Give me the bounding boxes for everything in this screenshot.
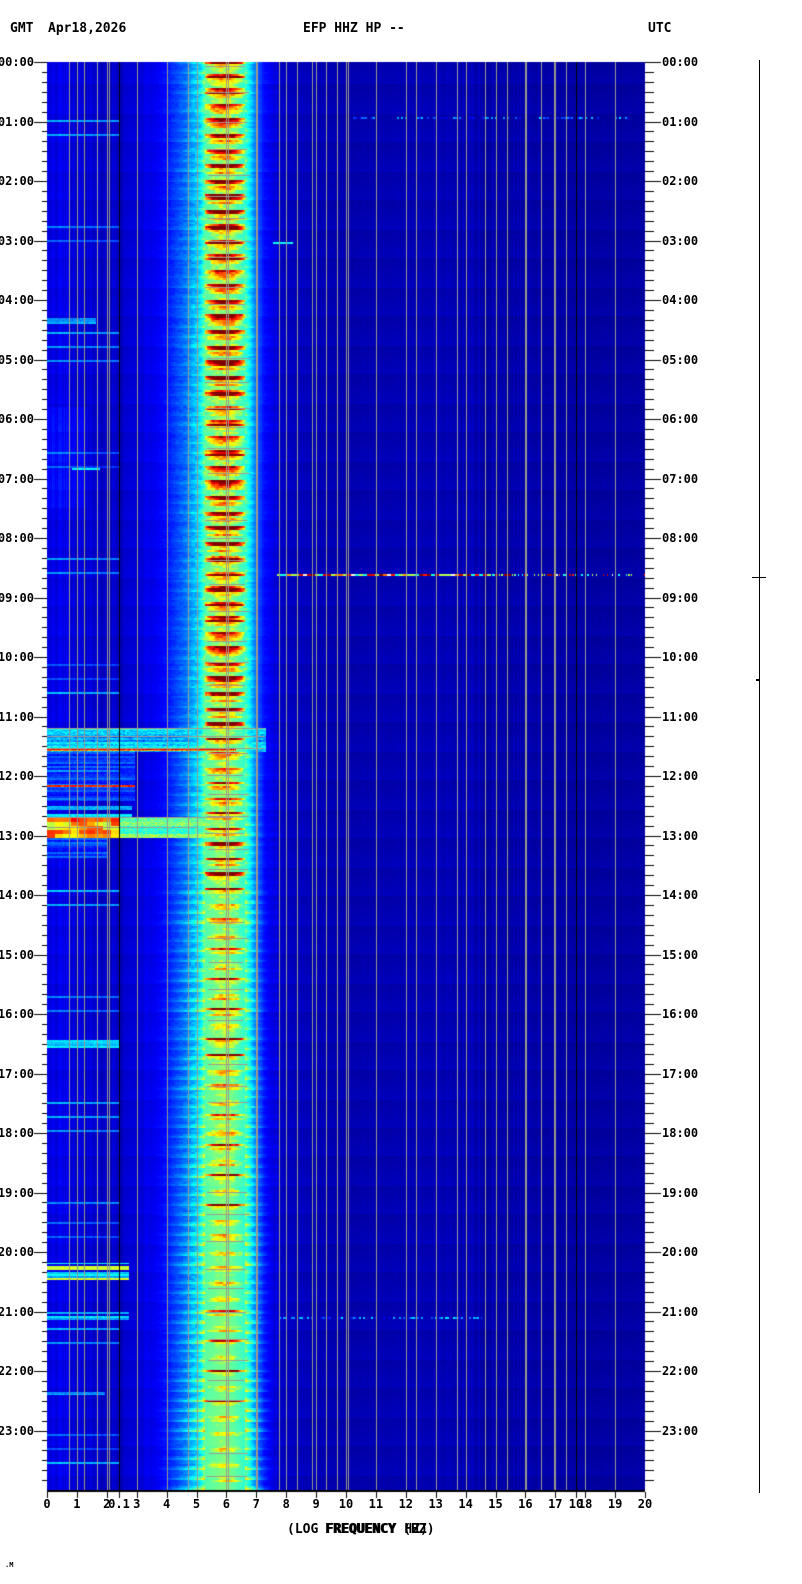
x-axis-label-linear: FREQUENCY (HZ) bbox=[325, 1522, 435, 1537]
time-label-left: 03:00 bbox=[0, 233, 34, 248]
time-label-right: 23:00 bbox=[662, 1423, 699, 1438]
freq-log-tick-label: 10 bbox=[568, 1497, 584, 1511]
freq-tick-label: 10 bbox=[338, 1497, 354, 1511]
time-label-left: 19:00 bbox=[0, 1185, 34, 1200]
time-label-left: 22:00 bbox=[0, 1364, 34, 1378]
time-label-left: 00:00 bbox=[0, 55, 34, 69]
freq-tick-label: 5 bbox=[192, 1497, 201, 1511]
freq-tick-label: 4 bbox=[162, 1497, 171, 1511]
freq-tick-label: 2 bbox=[103, 1497, 111, 1511]
freq-tick-label: 6 bbox=[222, 1497, 231, 1511]
time-label-right: 06:00 bbox=[662, 412, 699, 426]
time-label-right: 20:00 bbox=[662, 1245, 699, 1259]
time-label-right: 14:00 bbox=[662, 888, 699, 902]
time-label-right: 07:00 bbox=[662, 471, 699, 486]
freq-tick-label: 20 bbox=[637, 1497, 653, 1511]
time-label-right: 15:00 bbox=[662, 947, 699, 962]
time-label-right: 01:00 bbox=[662, 114, 699, 129]
time-label-left: 06:00 bbox=[0, 412, 34, 426]
time-label-left: 15:00 bbox=[0, 947, 34, 962]
freq-log-tick-label: 0.1 bbox=[108, 1497, 130, 1511]
freq-tick-label: 3 bbox=[133, 1497, 141, 1511]
corner-mark: .M bbox=[5, 1561, 14, 1569]
time-label-right: 13:00 bbox=[662, 828, 699, 843]
freq-tick-label: 7 bbox=[252, 1497, 260, 1511]
time-label-left: 21:00 bbox=[0, 1304, 34, 1319]
freq-tick-label: 17 bbox=[548, 1497, 563, 1511]
x-axis-label-log: (LOG FREQUENCY HZ) bbox=[287, 1522, 428, 1537]
time-label-left: 04:00 bbox=[0, 293, 34, 307]
time-label-left: 01:00 bbox=[0, 114, 34, 129]
time-label-right: 22:00 bbox=[662, 1364, 699, 1378]
time-label-right: 04:00 bbox=[662, 293, 699, 307]
time-label-left: 13:00 bbox=[0, 828, 34, 843]
time-label-left: 11:00 bbox=[0, 709, 34, 724]
time-label-left: 08:00 bbox=[0, 531, 34, 545]
time-label-right: 08:00 bbox=[662, 531, 699, 545]
time-label-left: 09:00 bbox=[0, 590, 34, 605]
time-label-left: 14:00 bbox=[0, 888, 34, 902]
time-label-right: 10:00 bbox=[662, 650, 699, 664]
time-label-right: 09:00 bbox=[662, 590, 699, 605]
freq-tick-label: 15 bbox=[488, 1497, 503, 1511]
scalebar-event-tick bbox=[752, 577, 766, 578]
time-label-left: 12:00 bbox=[0, 769, 34, 783]
freq-tick-label: 19 bbox=[607, 1497, 623, 1511]
freq-tick-label: 13 bbox=[428, 1497, 443, 1511]
time-label-left: 18:00 bbox=[0, 1126, 34, 1140]
time-label-right: 18:00 bbox=[662, 1126, 699, 1140]
time-label-left: 07:00 bbox=[0, 471, 34, 486]
freq-tick-label: 14 bbox=[458, 1497, 473, 1511]
freq-tick-label: 1 bbox=[73, 1497, 81, 1511]
scalebar-event-dot bbox=[756, 679, 759, 681]
freq-tick-label: 0 bbox=[43, 1497, 51, 1511]
time-label-right: 03:00 bbox=[662, 233, 699, 248]
freq-tick-label: 9 bbox=[312, 1497, 320, 1511]
time-label-right: 17:00 bbox=[662, 1066, 699, 1081]
time-label-right: 00:00 bbox=[662, 55, 699, 69]
time-label-left: 17:00 bbox=[0, 1066, 34, 1081]
time-label-left: 16:00 bbox=[0, 1007, 34, 1021]
freq-tick-label: 8 bbox=[282, 1497, 290, 1511]
time-label-right: 11:00 bbox=[662, 709, 699, 724]
freq-tick-label: 11 bbox=[368, 1497, 384, 1511]
time-label-right: 21:00 bbox=[662, 1304, 699, 1319]
time-label-left: 02:00 bbox=[0, 174, 34, 188]
time-label-left: 20:00 bbox=[0, 1245, 34, 1259]
freq-tick-label: 18 bbox=[577, 1497, 593, 1511]
time-label-right: 05:00 bbox=[662, 352, 699, 367]
freq-tick-label: 16 bbox=[518, 1497, 533, 1511]
time-label-left: 05:00 bbox=[0, 352, 34, 367]
freq-tick-label: 12 bbox=[398, 1497, 414, 1511]
time-label-right: 12:00 bbox=[662, 769, 699, 783]
time-label-right: 16:00 bbox=[662, 1007, 699, 1021]
time-label-left: 23:00 bbox=[0, 1423, 34, 1438]
amplitude-scalebar bbox=[759, 60, 760, 1493]
time-label-left: 10:00 bbox=[0, 650, 34, 664]
time-label-right: 19:00 bbox=[662, 1185, 699, 1200]
time-label-right: 02:00 bbox=[662, 174, 699, 188]
